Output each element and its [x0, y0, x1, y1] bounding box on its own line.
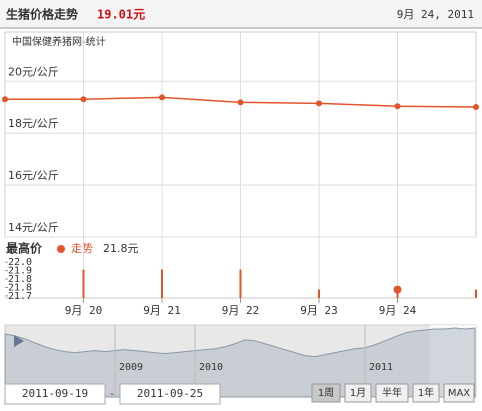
panel-title: 最高价 [6, 241, 43, 256]
y-tick-label: 16元/公斤 [8, 169, 59, 182]
navigator-label: 2010 [199, 362, 223, 373]
y-tick-label: 21.8 [8, 274, 32, 285]
x-tick-label: 9月 20 [65, 304, 103, 317]
range-button[interactable] [375, 383, 409, 403]
subtitle: 中国保健养猪网-统计 [12, 35, 106, 48]
range-button-label: MAX [448, 388, 470, 399]
range-button-label: 1周 [318, 387, 334, 399]
legend-symbol [57, 245, 65, 253]
point [316, 100, 322, 107]
date-to: 2011-09-25 [137, 387, 203, 400]
bar [82, 269, 85, 298]
bar [318, 289, 320, 298]
range-button-label: 半年 [382, 386, 402, 399]
y-tick-label: 21.7 [8, 291, 32, 302]
bar [239, 269, 242, 298]
bar [161, 269, 163, 298]
legend-label: 走势 [71, 242, 93, 255]
navigator-area [4, 327, 476, 398]
y-tick-label: 21.9 [8, 266, 32, 277]
x-tick-label: 9月 21 [143, 304, 181, 317]
y-tick-label: 22.0 [8, 257, 32, 268]
date-input[interactable] [4, 383, 106, 405]
highlight-point [393, 285, 402, 294]
y-tick-label: 20元/公斤 [8, 65, 59, 78]
range-button[interactable] [344, 383, 372, 403]
price: 19.01元 [97, 8, 145, 22]
range-button[interactable] [412, 383, 440, 403]
x-tick-label: 9月 23 [300, 304, 338, 317]
date-input[interactable] [119, 383, 221, 405]
bar [396, 289, 399, 298]
point [394, 103, 401, 110]
bar [475, 289, 477, 298]
date-from: 2011-09-19 [22, 387, 88, 400]
x-tick-label: 9月 24 [379, 304, 417, 317]
navigator-label: 2011 [369, 362, 393, 373]
range-button-label: 1月 [350, 387, 366, 399]
range-button[interactable] [443, 383, 475, 403]
point [2, 96, 8, 103]
point [80, 96, 87, 103]
point [237, 99, 244, 106]
point [473, 103, 479, 110]
range-button[interactable] [311, 383, 341, 403]
range-button-label: 1年 [418, 386, 434, 399]
y-tick-label: 14元/公斤 [8, 221, 59, 234]
y-tick-label: 18元/公斤 [8, 117, 59, 130]
x-tick-label: 9月 22 [222, 304, 260, 317]
y-tick-label: 21.8 [8, 282, 32, 293]
title: 生猪价格走势 [6, 7, 78, 22]
point [159, 94, 165, 101]
navigator-label: 2009 [119, 362, 143, 373]
date-separator: - [109, 387, 116, 400]
legend-value: 21.8元 [103, 242, 139, 255]
header-bar [0, 0, 482, 28]
date: 9月 24, 2011 [397, 8, 474, 21]
